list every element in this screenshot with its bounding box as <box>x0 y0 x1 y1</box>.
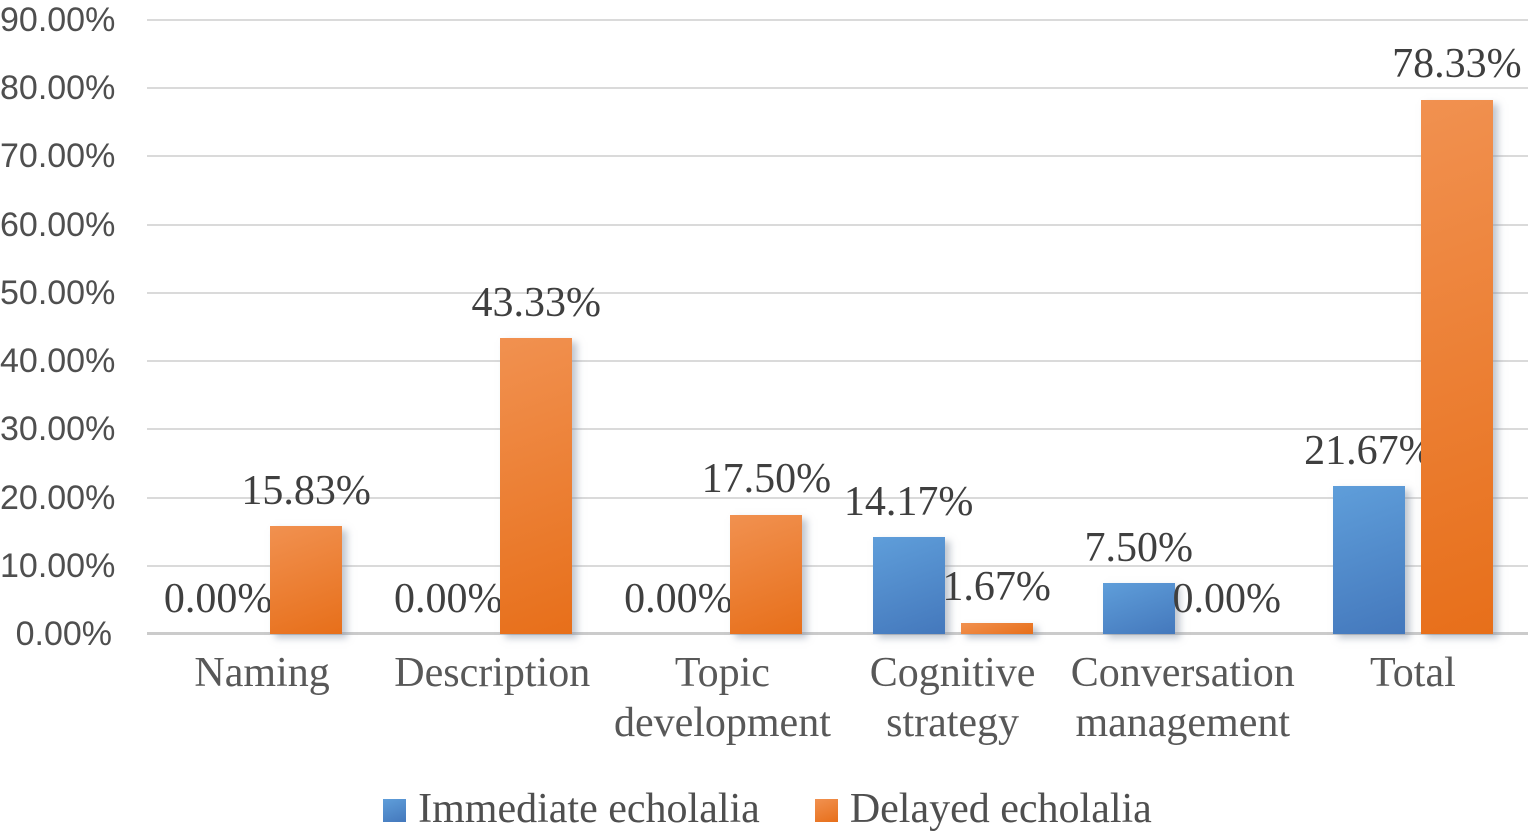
x-category-label-total: Total <box>1370 650 1456 696</box>
legend: Immediate echolalia Delayed echolalia <box>0 786 1535 832</box>
bar-delayed-echolalia-cognitive-strategy <box>960 622 1033 634</box>
x-axis-line <box>147 632 1528 635</box>
bar-delayed-echolalia-total <box>1420 99 1493 634</box>
bar-immediate-echolalia-cognitive-strategy <box>872 537 945 634</box>
bar-delayed-echolalia-topic-development <box>730 514 803 634</box>
bar-immediate-echolalia-total <box>1332 486 1405 634</box>
gridline-90 <box>147 19 1528 21</box>
gridline-30 <box>147 428 1528 431</box>
x-category-label-naming: Naming <box>194 650 330 696</box>
data-label-delayed-echolalia-description: 43.33% <box>471 280 602 327</box>
data-label-immediate-echolalia-conversation-management: 7.50% <box>1084 524 1194 571</box>
data-label-delayed-echolalia-total: 78.33% <box>1392 41 1522 88</box>
gridline-50 <box>147 291 1528 294</box>
data-label-immediate-echolalia-cognitive-strategy: 14.17% <box>843 479 974 526</box>
gridline-60 <box>147 223 1528 226</box>
legend-label-immediate-echolalia: Immediate echolalia <box>418 786 760 832</box>
x-category-label-conversation-management: Conversation management <box>1070 650 1295 746</box>
gridline-80 <box>147 87 1528 90</box>
y-tick-label-60: 60.00% <box>0 205 116 244</box>
legend-item-delayed-echolalia: Delayed echolalia <box>814 786 1152 832</box>
y-tick-label-30: 30.00% <box>0 410 116 449</box>
data-label-immediate-echolalia-total: 21.67% <box>1304 427 1434 474</box>
gridline-40 <box>147 360 1528 363</box>
bar-immediate-echolalia-conversation-management <box>1102 582 1175 634</box>
gridline-70 <box>147 155 1528 158</box>
legend-swatch-icon-immediate-echolalia <box>383 799 407 822</box>
data-label-delayed-echolalia-cognitive-strategy: 1.67% <box>942 564 1051 611</box>
gridline-10 <box>147 564 1528 567</box>
y-tick-label-20: 20.00% <box>0 478 116 517</box>
x-category-label-cognitive-strategy: Cognitive strategy <box>869 650 1036 746</box>
data-label-delayed-echolalia-conversation-management: 0.00% <box>1172 575 1282 622</box>
y-tick-label-50: 50.00% <box>0 273 116 312</box>
data-label-delayed-echolalia-naming: 15.83% <box>241 467 371 514</box>
data-label-immediate-echolalia-description: 0.00% <box>394 575 503 622</box>
y-tick-label-10: 10.00% <box>0 546 116 585</box>
gridline-20 <box>147 496 1528 499</box>
bar-delayed-echolalia-description <box>500 338 573 634</box>
data-label-delayed-echolalia-topic-development: 17.50% <box>701 456 832 503</box>
y-tick-label-80: 80.00% <box>0 69 116 108</box>
legend-swatch-icon-delayed-echolalia <box>814 799 838 822</box>
legend-item-immediate-echolalia: Immediate echolalia <box>383 786 760 832</box>
y-tick-label-90: 90.00% <box>0 1 116 39</box>
bar-delayed-echolalia-naming <box>270 526 343 634</box>
data-label-immediate-echolalia-topic-development: 0.00% <box>624 575 733 622</box>
y-tick-label-70: 70.00% <box>0 137 116 176</box>
plot-area: 0.00% 15.83% 0.00% 43.33% 0.00% 17.50% 14.17% 1… <box>147 0 1528 635</box>
x-category-label-description: Description <box>394 650 591 696</box>
data-label-immediate-echolalia-naming: 0.00% <box>163 575 273 622</box>
x-category-label-topic-development: Topic development <box>613 650 831 746</box>
y-tick-label-0: 0.00% <box>15 615 112 653</box>
y-tick-label-40: 40.00% <box>0 342 116 381</box>
legend-label-delayed-echolalia: Delayed echolalia <box>849 786 1152 832</box>
